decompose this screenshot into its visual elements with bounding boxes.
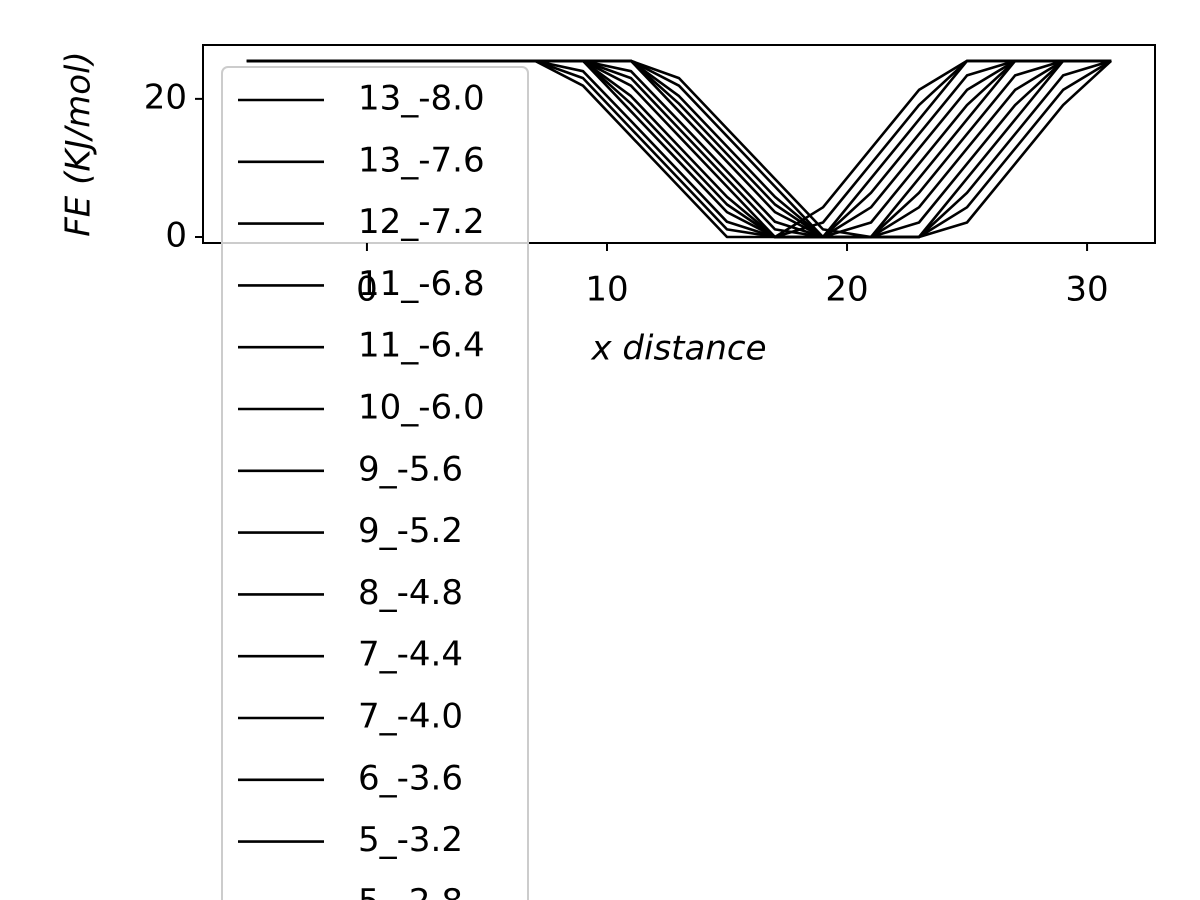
legend-label: 9_-5.6 [358,449,463,489]
legend-label: 11_-6.4 [358,326,485,366]
plot-area [246,59,1112,239]
x-axis-label: x distance [591,329,767,369]
y-axis-label: FE (KJ/mol) [59,51,99,237]
legend-label: 12_-7.2 [358,202,485,242]
legend-label: 10_-6.0 [358,388,485,428]
legend-label: 11_-6.8 [358,264,485,304]
legend-label: 8_-4.8 [358,573,463,613]
x-tick-label: 30 [1065,270,1108,310]
x-tick-label: 20 [825,270,868,310]
x-tick-label: 0 [356,270,378,310]
legend-label: 7_-4.4 [358,635,463,675]
legend: 13_-8.0 13_-7.6 12_-7.2 11_-6.8 11_-6.4 10_-6… [221,66,529,900]
legend-label: 5_-3.2 [358,820,463,860]
legend-label: 5_-2.8 [358,882,463,900]
legend-box [221,66,529,900]
axes-frame [202,44,1156,244]
legend-label: 9_-5.2 [358,511,463,551]
legend-label: 7_-4.0 [358,697,463,737]
y-tick-label: 20 [144,77,187,117]
legend-label: 6_-3.6 [358,758,463,798]
y-tick-label: 0 [165,215,187,255]
legend-label: 13_-8.0 [358,79,485,119]
x-tick-label: 10 [585,270,628,310]
legend-label: 13_-7.6 [358,140,485,180]
data-line [246,59,1112,239]
